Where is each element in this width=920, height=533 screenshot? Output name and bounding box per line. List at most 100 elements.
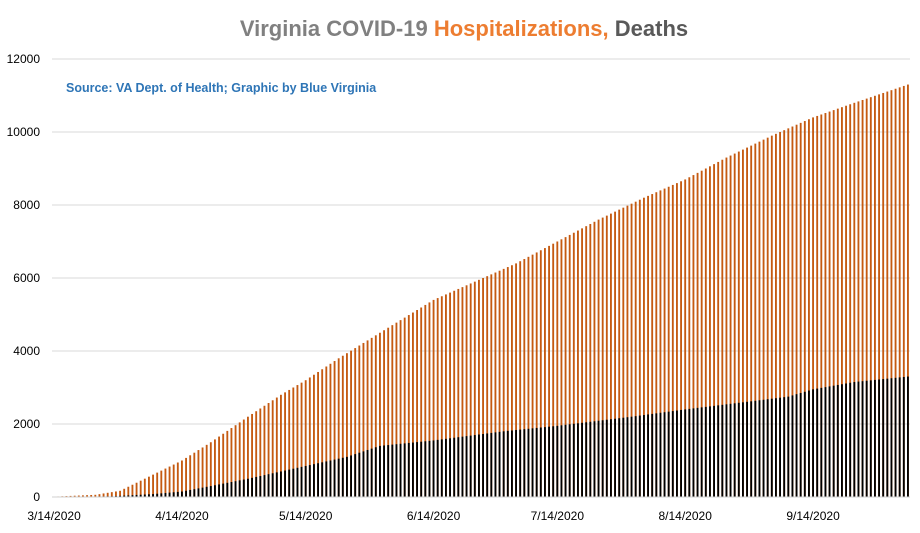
deaths-bar (886, 379, 888, 497)
deaths-bar (544, 427, 546, 497)
deaths-bar (334, 460, 336, 497)
deaths-bar (268, 474, 270, 497)
deaths-bar (354, 454, 356, 497)
gridlines (52, 59, 910, 424)
deaths-bar (643, 415, 645, 497)
deaths-bar (726, 404, 728, 497)
deaths-bar (548, 427, 550, 497)
deaths-bar (321, 462, 323, 497)
deaths-bar (408, 443, 410, 497)
x-tick-label: 6/14/2020 (407, 509, 461, 523)
deaths-bar (523, 429, 525, 497)
deaths-bar (907, 377, 909, 497)
deaths-bar (325, 461, 327, 497)
deaths-bar (379, 446, 381, 497)
deaths-bar (313, 464, 315, 497)
y-tick-label: 10000 (7, 125, 41, 139)
deaths-bar (668, 412, 670, 497)
x-tick-label: 9/14/2020 (786, 509, 840, 523)
deaths-bar (816, 389, 818, 497)
deaths-bar (775, 398, 777, 497)
deaths-bar (474, 435, 476, 497)
deaths-bar (280, 471, 282, 497)
deaths-bar (532, 428, 534, 497)
deaths-bar (585, 422, 587, 497)
chart-title: Virginia COVID-19 Hospitalizations, Deat… (240, 16, 688, 41)
deaths-bar (482, 434, 484, 497)
deaths-bar (387, 445, 389, 497)
x-tick-label: 7/14/2020 (531, 509, 585, 523)
deaths-bar (536, 428, 538, 497)
deaths-bar (812, 389, 814, 497)
deaths-bar (647, 414, 649, 497)
deaths-bar (800, 393, 802, 497)
deaths-bar (631, 417, 633, 497)
deaths-bar (709, 406, 711, 497)
deaths-bar (796, 394, 798, 497)
deaths-bar (841, 384, 843, 497)
deaths-bar (717, 405, 719, 497)
deaths-bar (511, 430, 513, 497)
deaths-bar (507, 431, 509, 497)
deaths-bar (627, 417, 629, 497)
deaths-bar (247, 479, 249, 497)
deaths-bar (676, 411, 678, 497)
hospitalizations-bar (160, 471, 162, 497)
deaths-bar (569, 424, 571, 497)
deaths-bar (486, 433, 488, 497)
deaths-bar (470, 436, 472, 497)
deaths-bar (808, 391, 810, 497)
y-tick-label: 0 (33, 490, 40, 504)
deaths-bar (169, 493, 171, 497)
hospitalizations-bar (144, 479, 146, 497)
x-tick-label: 5/14/2020 (279, 509, 333, 523)
x-tick-label: 4/14/2020 (155, 509, 209, 523)
deaths-bar (210, 486, 212, 497)
deaths-bar (173, 492, 175, 497)
deaths-bar (660, 413, 662, 497)
deaths-bar (734, 403, 736, 497)
deaths-bar (787, 397, 789, 497)
deaths-bar (437, 440, 439, 497)
deaths-bar (259, 476, 261, 497)
deaths-bar (503, 431, 505, 497)
hospitalizations-bar (136, 483, 138, 497)
deaths-bar (862, 381, 864, 497)
deaths-bar (202, 488, 204, 497)
deaths-bar (565, 425, 567, 497)
hospitalizations-bar (173, 465, 175, 497)
deaths-bar (214, 485, 216, 497)
deaths-bar (189, 490, 191, 497)
hospitalizations-bar (132, 485, 134, 497)
deaths-bar (878, 380, 880, 497)
deaths-bar (759, 400, 761, 497)
chart-title-part1: Virginia COVID-19 (240, 16, 434, 41)
deaths-bar (746, 402, 748, 497)
deaths-bar (614, 419, 616, 497)
deaths-bar (639, 416, 641, 497)
deaths-bar (375, 447, 377, 497)
deaths-bar (490, 433, 492, 497)
hospitalizations-bar (140, 481, 142, 497)
deaths-bar (391, 445, 393, 497)
deaths-bar (705, 407, 707, 497)
y-tick-label: 6000 (13, 271, 40, 285)
deaths-bar (771, 399, 773, 497)
deaths-bar (519, 430, 521, 497)
deaths-bar (305, 466, 307, 497)
deaths-bar (701, 407, 703, 497)
deaths-bar (160, 493, 162, 497)
deaths-bar (895, 378, 897, 497)
deaths-bar (792, 395, 794, 497)
deaths-bar (358, 453, 360, 497)
deaths-bar (251, 478, 253, 497)
hospitalizations-bar (156, 473, 158, 497)
deaths-bar (457, 437, 459, 497)
deaths-bar (276, 472, 278, 497)
deaths-bar (680, 410, 682, 497)
deaths-bar (453, 438, 455, 497)
deaths-bar (870, 380, 872, 497)
deaths-bar (713, 406, 715, 497)
